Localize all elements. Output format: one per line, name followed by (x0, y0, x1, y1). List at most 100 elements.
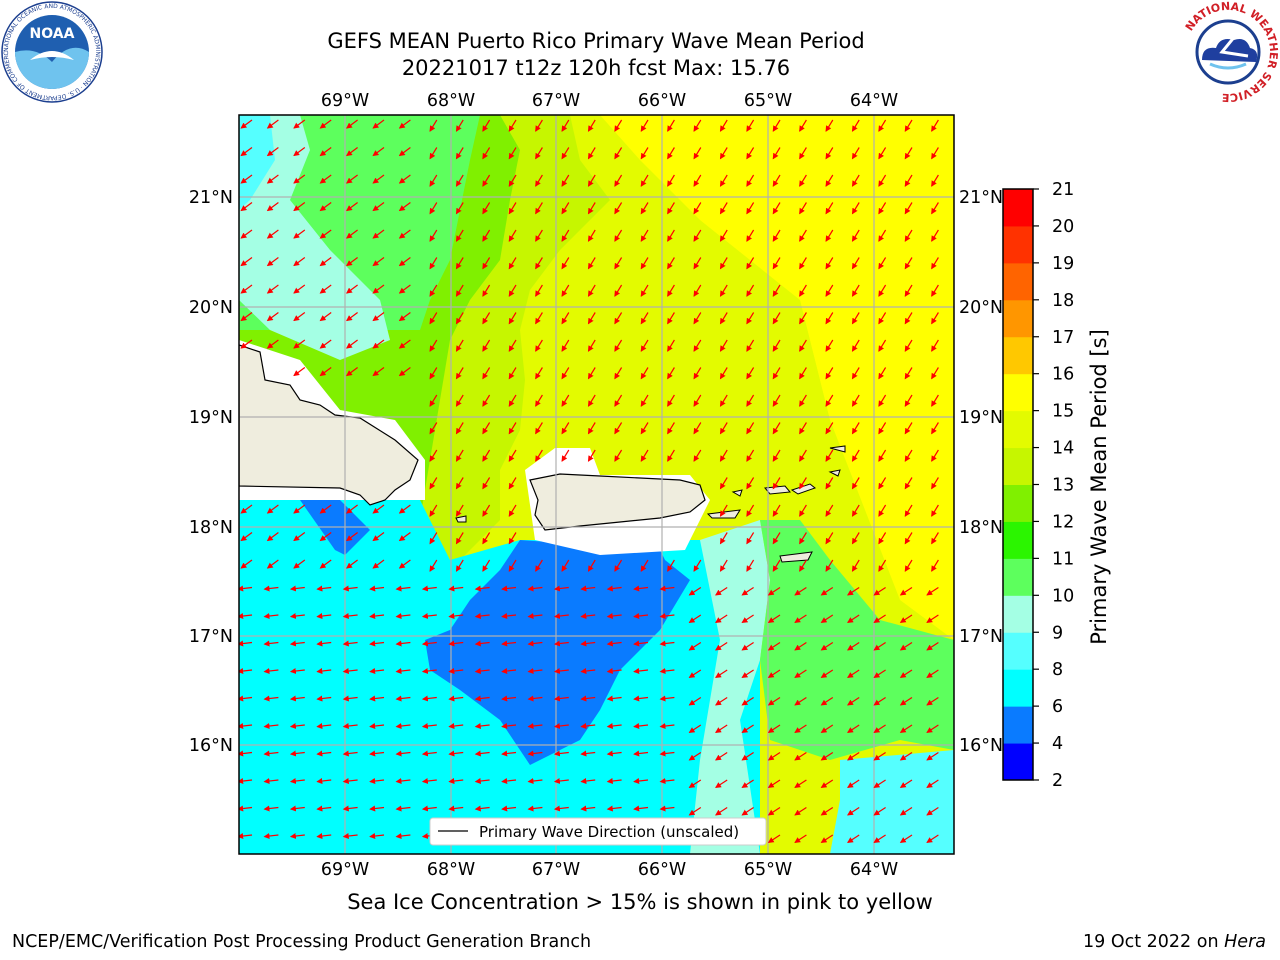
wave-arrow (926, 614, 939, 623)
wave-arrow (346, 147, 358, 157)
wave-arrow (847, 724, 860, 733)
wave-arrow (741, 779, 754, 788)
wave-arrow (561, 394, 570, 407)
wave-arrow (715, 586, 728, 596)
wave-arrow (633, 585, 649, 592)
wave-arrow (421, 778, 437, 784)
colorbar-segment-11 (1003, 336, 1033, 375)
lon-label-bottom-3: 66°W (638, 860, 686, 880)
wave-arrow (266, 532, 279, 542)
colorbar-segment-14 (1003, 225, 1033, 264)
wave-arrow (372, 504, 385, 514)
wave-arrow (369, 750, 385, 757)
wave-arrow (316, 778, 332, 784)
wave-arrow (553, 668, 569, 674)
wave-arrow (825, 504, 834, 517)
wave-arrow (553, 695, 569, 702)
wave-arrow (878, 202, 887, 215)
wave-arrow (266, 174, 279, 184)
wave-arrow (825, 147, 834, 160)
wave-arrow (606, 805, 622, 812)
wave-arrow (904, 174, 913, 187)
wave-arrow (825, 229, 834, 242)
colorbar-segment-8 (1003, 447, 1033, 485)
wave-arrow (746, 257, 755, 270)
wave-arrow (746, 477, 755, 490)
wave-arrow (587, 339, 596, 352)
wave-arrow (372, 229, 385, 239)
colorbar-segment-1 (1003, 706, 1033, 744)
wave-arrow (904, 532, 913, 545)
wave-arrow (899, 614, 913, 623)
colorbar-tick-label-15: 20 (1052, 217, 1074, 237)
wave-arrow (293, 147, 306, 157)
wave-arrow (319, 339, 332, 349)
wave-arrow (293, 559, 306, 569)
wave-arrow (719, 257, 728, 270)
wave-arrow (561, 284, 570, 297)
wave-arrow (369, 668, 385, 674)
wave-arrow (825, 284, 834, 297)
wave-arrow (614, 119, 623, 132)
wave-arrow (659, 695, 675, 702)
wave-arrow (794, 641, 807, 651)
wave-arrow (825, 422, 834, 435)
wave-arrow (482, 367, 491, 380)
wave-arrow (719, 284, 728, 297)
wave-arrow (715, 614, 728, 623)
wave-arrow (266, 559, 279, 569)
wave-arrow (580, 585, 596, 592)
wave-arrow (587, 147, 596, 160)
wave-arrow (772, 284, 781, 297)
wave-arrow (667, 449, 675, 462)
wave-arrow (878, 284, 887, 297)
wave-arrow (667, 394, 675, 407)
wave-arrow (878, 367, 887, 380)
wave-arrow (508, 422, 517, 435)
wave-arrow (316, 833, 332, 839)
wave-arrow (346, 257, 358, 267)
wave-arrow (878, 257, 887, 270)
wave-arrow (904, 229, 913, 242)
colorbar-segment-13 (1003, 262, 1033, 301)
lat-label-left-2: 19°N (189, 408, 233, 428)
wave-arrow (482, 257, 491, 270)
wave-arrow (851, 559, 860, 572)
colorbar-tick-label-11: 16 (1052, 365, 1074, 385)
wave-arrow (535, 174, 543, 187)
wave-arrow (239, 668, 253, 674)
wave-arrow (931, 449, 939, 462)
wave-arrow (346, 202, 358, 212)
wave-arrow (825, 174, 834, 187)
wave-arrow (847, 641, 860, 651)
wave-arrow (395, 723, 411, 729)
colorbar-label: Primary Wave Mean Period [s] (1087, 329, 1111, 645)
wave-arrow (851, 422, 860, 435)
wave-arrow (667, 174, 675, 187)
wave-arrow (527, 805, 543, 812)
wave-arrow (851, 312, 860, 325)
wave-arrow (239, 585, 253, 592)
wave-arrow (501, 585, 517, 592)
land-puerto-rico (529, 473, 706, 531)
wave-arrow (561, 174, 570, 187)
wave-arrow (799, 339, 807, 352)
wave-arrow (640, 147, 649, 160)
wave-arrow (398, 257, 411, 267)
wave-arrow (746, 559, 755, 572)
wave-arrow (899, 806, 913, 816)
wave-arrow (667, 312, 675, 325)
colorbar-segment-12 (1003, 299, 1033, 338)
wave-arrow (474, 585, 490, 592)
wave-arrow (794, 806, 807, 816)
wave-arrow (633, 805, 649, 812)
wave-arrow (455, 559, 464, 572)
wave-arrow (535, 147, 543, 160)
wave-arrow (429, 504, 438, 517)
wave-arrow (455, 532, 464, 545)
wave-arrow (614, 202, 623, 215)
wave-arrow (746, 394, 755, 407)
wave-arrow (851, 367, 860, 380)
wave-arrow (667, 202, 675, 215)
longitude-labels: 69°W 69°W 68°W 68°W 67°W 67°W 66°W 66°W 65°W 65°W… (321, 91, 898, 880)
